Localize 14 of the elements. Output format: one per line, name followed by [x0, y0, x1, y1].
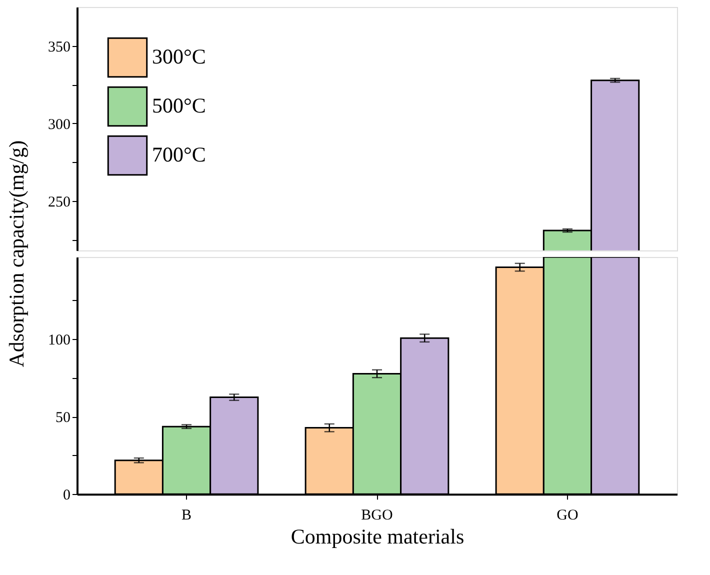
y-tick-label: 100	[48, 332, 70, 349]
legend-label: 500°C	[152, 94, 206, 118]
y-tick-label: 350	[48, 39, 70, 56]
x-tick-label: GO	[556, 508, 578, 524]
y-tick-label: 50	[56, 410, 70, 426]
legend-label: 700°C	[152, 142, 206, 166]
y-tick-label: 0	[63, 488, 70, 504]
x-tick-label: BGO	[361, 508, 393, 524]
y-axis-title: Adsorption capacity(mg/g)	[4, 140, 28, 368]
y-tick-label: 300	[48, 116, 70, 133]
x-axis-title: Composite materials	[290, 524, 464, 549]
legend-label: 300°C	[152, 44, 206, 68]
y-tick-label: 250	[48, 194, 70, 210]
x-tick-label: B	[182, 508, 192, 524]
